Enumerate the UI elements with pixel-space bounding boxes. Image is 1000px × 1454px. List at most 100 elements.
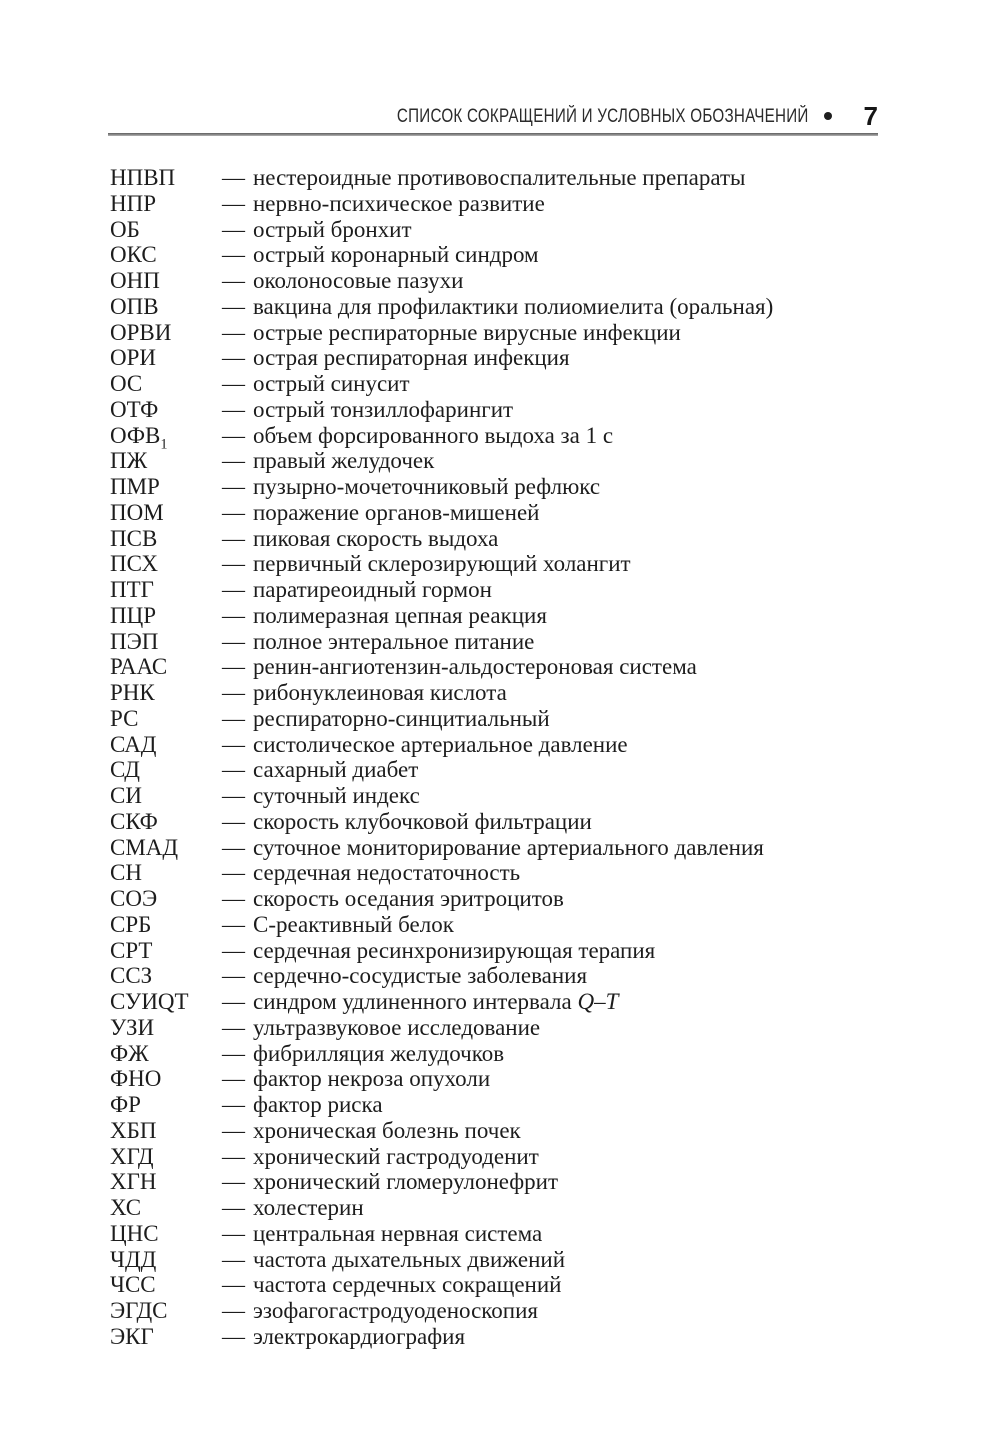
abbreviation: ОФВ1 [110, 422, 168, 453]
running-header: СПИСОК СОКРАЩЕНИЙ И УСЛОВНЫХ ОБОЗНАЧЕНИЙ… [110, 103, 878, 129]
list-item: ЭКГ — электрокардиография [110, 1324, 900, 1350]
definition: — поражение органов-мишеней [222, 499, 540, 525]
abbreviation: ОНП [110, 268, 160, 293]
list-item: ПСХ — первичный склерозирующий холангит [110, 551, 900, 577]
abbreviation: СКФ [110, 808, 158, 834]
abbreviation: ПТГ [110, 577, 154, 602]
list-item: СД — сахарный диабет [110, 757, 900, 783]
definition: — фактор риска [222, 1092, 383, 1117]
definition: — фибрилляция желудочков [222, 1040, 505, 1066]
list-item: ХС — холестерин [110, 1195, 900, 1221]
abbreviation: ЭГДС [110, 1298, 168, 1323]
definition: — респираторно-синцитиальный [222, 705, 550, 731]
abbreviation: ХС [110, 1195, 142, 1220]
definition: — ренин-ангиотензин-альдостероновая систе… [222, 654, 697, 680]
definition: — пиковая скорость выдоха [222, 525, 499, 551]
definition: — нестероидные противовоспалительные преп… [222, 165, 746, 190]
list-item: ХГН — хронический гломерулонефрит [110, 1169, 900, 1195]
definition: — центральная нервная система [222, 1220, 543, 1246]
list-item: СРБ — С-реактивный белок [110, 912, 900, 938]
abbreviation: ОРИ [110, 345, 157, 371]
definition: — рибонуклеиновая кислота [222, 680, 507, 705]
abbreviation: ФР [110, 1092, 141, 1117]
list-item: ОРВИ — острые респираторные вирусные инфек… [110, 320, 900, 346]
definition: — С-реактивный белок [222, 911, 454, 937]
abbreviations-list: НПВП — нестероидные противовоспалительные … [110, 165, 900, 1350]
abbreviation: ФНО [110, 1066, 162, 1092]
definition: — полное энтеральное питание [222, 628, 535, 654]
definition: — электрокардиография [222, 1323, 466, 1349]
definition: — сердечная ресинхронизирующая терапия [222, 937, 656, 963]
abbreviation: ФЖ [110, 1040, 149, 1066]
definition: — сахарный диабет [222, 757, 419, 783]
definition: — правый желудочек [222, 448, 435, 474]
list-item: СИ — суточный индекс [110, 783, 900, 809]
definition: — ультразвуковое исследование [222, 1014, 541, 1040]
page-number: 7 [863, 101, 878, 131]
abbreviation: СД [110, 757, 140, 783]
definition: — околоносовые пазухи [222, 268, 464, 293]
list-item: ЧСС — частота сердечных сокращений [110, 1272, 900, 1298]
abbreviation: СОЭ [110, 886, 158, 911]
header-title: СПИСОК СОКРАЩЕНИЙ И УСЛОВНЫХ ОБОЗНАЧЕНИЙ [396, 105, 809, 127]
abbreviation: РААС [110, 654, 168, 680]
definition: — первичный склерозирующий холангит [222, 551, 631, 577]
definition: — сердечно-сосудистые заболевания [222, 963, 588, 989]
bullet-icon [823, 112, 832, 120]
list-item: ПЖ — правый желудочек [110, 448, 900, 474]
abbreviation: ОКС [110, 242, 157, 268]
list-item: САД — систолическое артериальное давление [110, 732, 900, 758]
list-item: ОНП — околоносовые пазухи [110, 268, 900, 294]
list-item: ОФВ1 — объем форсированного выдоха за 1 с [110, 422, 900, 453]
definition: — хронический гастродуоденит [222, 1143, 539, 1169]
list-item: ССЗ — сердечно-сосудистые заболевания [110, 963, 900, 989]
list-item: СКФ — скорость клубочковой фильтрации [110, 809, 900, 835]
definition: — скорость клубочковой фильтрации [222, 808, 592, 834]
definition: — суточное мониторирование артериального … [222, 834, 764, 860]
abbreviation: ХГН [110, 1169, 157, 1195]
definition: — острые респираторные вирусные инфекции [222, 319, 681, 345]
list-item: СН — сердечная недостаточность [110, 860, 900, 886]
list-item: ОС — острый синусит [110, 371, 900, 397]
abbreviation: СРТ [110, 937, 153, 963]
list-item: ФР — фактор риска [110, 1092, 900, 1118]
abbreviation: ПОМ [110, 499, 164, 525]
abbreviation: РНК [110, 680, 155, 705]
list-item: ПСВ — пиковая скорость выдоха [110, 526, 900, 552]
abbreviation: ХГД [110, 1143, 154, 1169]
abbreviation: СУИQT [110, 989, 189, 1014]
abbreviation: ПСХ [110, 551, 158, 577]
list-item: ОКС — острый коронарный синдром [110, 242, 900, 268]
abbreviation: ССЗ [110, 963, 153, 989]
list-item: ОТФ — острый тонзиллофарингит [110, 397, 900, 423]
definition: — острый тонзиллофарингит [222, 396, 514, 422]
list-item: ОПВ — вакцина для профилактики полиомиелит… [110, 294, 900, 320]
abbreviation: ПЭП [110, 628, 159, 654]
definition: — систолическое артериальное давление [222, 731, 628, 757]
definition: — фактор некроза опухоли [222, 1066, 491, 1092]
abbreviation: ЧДД [110, 1246, 157, 1272]
abbreviation: ЭКГ [110, 1323, 154, 1349]
abbreviation: ХБП [110, 1117, 157, 1143]
list-item: ОРИ — острая респираторная инфекция [110, 345, 900, 371]
list-item: ОБ — острый бронхит [110, 217, 900, 243]
definition: — полимеразная цепная реакция [222, 602, 547, 628]
definition: — острый коронарный синдром [222, 242, 539, 268]
abbreviation: САД [110, 731, 157, 757]
list-item: НПВП — нестероидные противовоспалительные … [110, 165, 900, 191]
definition: — хронический гломерулонефрит [222, 1169, 559, 1195]
list-item: УЗИ — ультразвуковое исследование [110, 1015, 900, 1041]
abbreviation: ОРВИ [110, 319, 172, 345]
definition: — холестерин [222, 1195, 364, 1220]
abbreviation: ОБ [110, 216, 140, 242]
definition: — сердечная недостаточность [222, 860, 521, 886]
abbreviation: ОС [110, 371, 143, 396]
definition: — скорость оседания эритроцитов [222, 886, 564, 911]
abbreviation: ПСВ [110, 525, 158, 551]
definition: — острый синусит [222, 371, 410, 396]
list-item: РС — респираторно-синцитиальный [110, 706, 900, 732]
list-item: РААС — ренин-ангиотензин-альдостероновая с… [110, 654, 900, 680]
definition: — нервно-психическое развитие [222, 190, 545, 216]
list-item: ФЖ — фибрилляция желудочков [110, 1041, 900, 1067]
